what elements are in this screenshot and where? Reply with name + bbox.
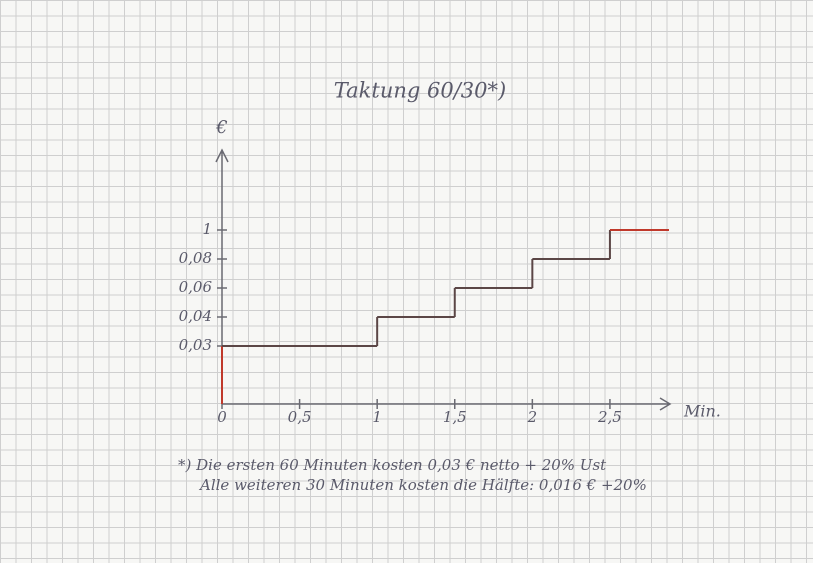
y-tick-label: 0,06	[179, 278, 213, 296]
footnote: *) Die ersten 60 Minuten kosten 0,03 € n…	[178, 456, 607, 474]
y-tick-label: 0,04	[179, 307, 212, 325]
y-tick-label: 0,08	[179, 249, 212, 267]
y-tick-label: 0,03	[179, 336, 212, 354]
x-tick-label: 1,5	[443, 408, 467, 426]
x-tick-label: 1	[372, 408, 382, 426]
chart: Taktung 60/30*) € Min. *) Die ersten 60 …	[0, 0, 813, 563]
x-tick-label: 0,5	[288, 408, 312, 426]
x-tick-label: 2	[527, 408, 538, 426]
y-tick-label: 1	[202, 220, 212, 238]
page: Taktung 60/30*) € Min. *) Die ersten 60 …	[0, 0, 813, 563]
footnote: Alle weiteren 30 Minuten kosten die Hälf…	[198, 476, 647, 494]
x-axis-label: Min.	[683, 402, 721, 421]
y-axis-label: €	[215, 117, 227, 138]
x-tick-label: 2,5	[597, 408, 622, 426]
chart-title: Taktung 60/30*)	[334, 79, 506, 103]
x-tick-label: 0	[217, 408, 227, 426]
